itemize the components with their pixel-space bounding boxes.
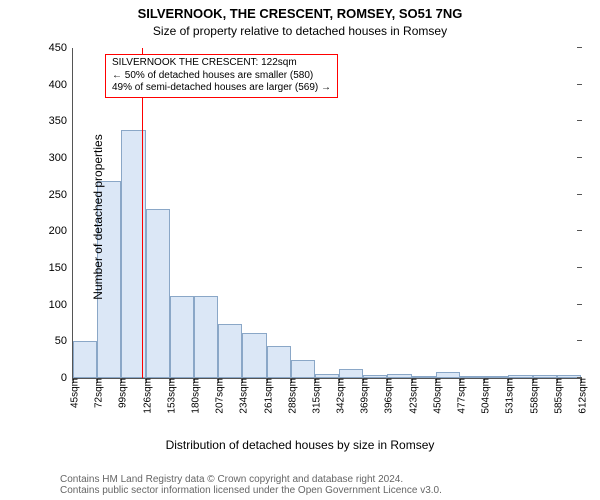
x-tick-label: 72sqm bbox=[90, 378, 105, 408]
y-tick-label: 200 bbox=[49, 225, 73, 237]
annotation-line: 49% of semi-detached houses are larger (… bbox=[112, 82, 331, 95]
reference-line bbox=[142, 48, 143, 378]
y-tick-mark bbox=[577, 120, 582, 121]
histogram-bar bbox=[73, 341, 97, 378]
y-tick-mark bbox=[577, 194, 582, 195]
y-tick-label: 100 bbox=[49, 299, 73, 311]
x-tick-label: 396sqm bbox=[380, 378, 395, 414]
x-tick-label: 423sqm bbox=[404, 378, 419, 414]
annotation-line: SILVERNOOK THE CRESCENT: 122sqm bbox=[112, 57, 331, 70]
y-tick-label: 300 bbox=[49, 152, 73, 164]
x-tick-label: 585sqm bbox=[549, 378, 564, 414]
histogram-bar bbox=[146, 209, 170, 378]
x-tick-label: 180sqm bbox=[186, 378, 201, 414]
y-tick-mark bbox=[577, 157, 582, 158]
x-tick-label: 99sqm bbox=[114, 378, 129, 408]
y-tick-mark bbox=[577, 340, 582, 341]
histogram-bar bbox=[242, 333, 266, 378]
x-tick-label: 153sqm bbox=[162, 378, 177, 414]
y-tick-label: 400 bbox=[49, 79, 73, 91]
y-tick-label: 150 bbox=[49, 262, 73, 274]
y-tick-mark bbox=[577, 84, 582, 85]
x-axis-label: Distribution of detached houses by size … bbox=[0, 438, 600, 452]
x-tick-label: 45sqm bbox=[66, 378, 81, 408]
x-tick-label: 531sqm bbox=[501, 378, 516, 414]
footer-line: Contains public sector information licen… bbox=[60, 485, 442, 496]
x-tick-label: 234sqm bbox=[235, 378, 250, 414]
x-tick-label: 342sqm bbox=[332, 378, 347, 414]
x-tick-label: 450sqm bbox=[428, 378, 443, 414]
footer-line: Contains HM Land Registry data © Crown c… bbox=[60, 474, 442, 485]
y-tick-mark bbox=[577, 304, 582, 305]
y-tick-mark bbox=[577, 267, 582, 268]
x-tick-label: 369sqm bbox=[356, 378, 371, 414]
histogram-bar bbox=[218, 324, 242, 378]
y-tick-label: 50 bbox=[55, 335, 73, 347]
x-tick-label: 288sqm bbox=[283, 378, 298, 414]
annotation-box: SILVERNOOK THE CRESCENT: 122sqm← 50% of … bbox=[105, 54, 338, 98]
x-tick-label: 315sqm bbox=[307, 378, 322, 414]
x-tick-label: 558sqm bbox=[525, 378, 540, 414]
plot-area: 05010015020025030035040045045sqm72sqm99s… bbox=[72, 48, 581, 379]
histogram-bar bbox=[170, 296, 194, 378]
y-axis-label: Number of detached properties bbox=[91, 107, 105, 327]
y-tick-label: 250 bbox=[49, 189, 73, 201]
histogram-bar bbox=[194, 296, 218, 378]
x-tick-label: 261sqm bbox=[259, 378, 274, 414]
histogram-bar bbox=[267, 346, 291, 378]
x-tick-label: 207sqm bbox=[211, 378, 226, 414]
y-tick-label: 450 bbox=[49, 42, 73, 54]
x-tick-label: 126sqm bbox=[138, 378, 153, 414]
y-tick-mark bbox=[577, 230, 582, 231]
x-tick-label: 504sqm bbox=[477, 378, 492, 414]
x-tick-label: 477sqm bbox=[453, 378, 468, 414]
chart-title: SILVERNOOK, THE CRESCENT, ROMSEY, SO51 7… bbox=[0, 6, 600, 21]
annotation-line: ← 50% of detached houses are smaller (58… bbox=[112, 70, 331, 83]
histogram-bar bbox=[291, 360, 315, 378]
x-tick-label: 612sqm bbox=[574, 378, 589, 414]
y-tick-mark bbox=[577, 47, 582, 48]
histogram-bar bbox=[339, 369, 363, 378]
chart-subtitle: Size of property relative to detached ho… bbox=[0, 24, 600, 38]
y-tick-label: 350 bbox=[49, 115, 73, 127]
footer-attribution: Contains HM Land Registry data © Crown c… bbox=[60, 474, 442, 496]
